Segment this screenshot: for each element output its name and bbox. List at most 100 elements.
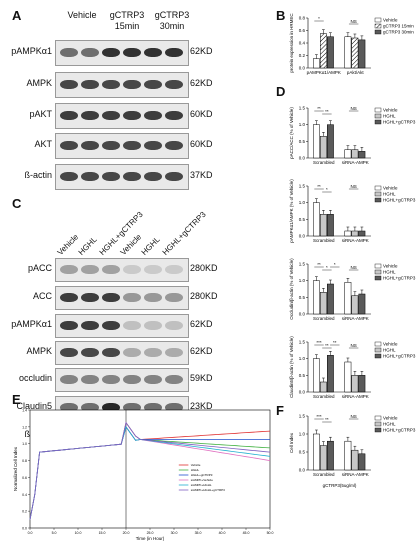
panel-f-letter: F bbox=[276, 403, 284, 418]
y-tick-label: 0.5 bbox=[299, 295, 306, 300]
legend-label: HGHL+gCTRP3 bbox=[383, 198, 416, 203]
y-tick-label: 0.0 bbox=[299, 312, 306, 317]
y-tick-label: 1.5 bbox=[299, 340, 306, 345]
blot-c-kd-label: 62KD bbox=[190, 319, 213, 329]
legend-label: siAMPK+Vehicle bbox=[191, 478, 213, 482]
y-tick-label: 0.2 bbox=[299, 53, 306, 58]
legend-label: HGHL+gCTRP3 bbox=[383, 120, 416, 125]
blot-a-band bbox=[102, 172, 120, 181]
panel-c-letter: C bbox=[12, 196, 22, 211]
legend-label: HGHL bbox=[383, 192, 396, 197]
blot-c-band bbox=[123, 321, 141, 330]
blot-a-kd-label: 62KD bbox=[190, 78, 213, 88]
y-tick-label: 1.0 bbox=[299, 122, 306, 127]
blot-c-band bbox=[144, 348, 162, 357]
blot-a-row-label: AMPK bbox=[26, 78, 52, 88]
panel-e-letter: E bbox=[12, 392, 21, 407]
plot-frame bbox=[29, 409, 271, 529]
bar bbox=[351, 375, 359, 393]
blot-a-kd-label: 62KD bbox=[190, 46, 213, 56]
y-tick-label: 0.8 bbox=[299, 16, 306, 21]
y-tick-label: 0.6 bbox=[22, 476, 27, 480]
blot-a-lane-label: Vehicle bbox=[67, 10, 97, 20]
legend-swatch bbox=[374, 191, 382, 197]
x-tick-label: 40.0 bbox=[219, 531, 226, 535]
blot-c-band bbox=[81, 265, 99, 274]
bar bbox=[320, 381, 327, 393]
legend-swatch bbox=[374, 427, 382, 433]
legend-swatch bbox=[374, 415, 382, 421]
blot-c-band bbox=[144, 293, 162, 302]
blot-a-band bbox=[123, 80, 141, 89]
y-tick-label: 0.8 bbox=[22, 459, 27, 463]
blot-c-band bbox=[123, 265, 141, 274]
y-tick-label: 0.5 bbox=[299, 373, 306, 378]
x-tick-label: 0.0 bbox=[28, 531, 33, 535]
legend-label: HGHL bbox=[191, 468, 200, 472]
y-axis-label: Cell Index bbox=[289, 432, 294, 453]
blot-a-band bbox=[81, 48, 99, 57]
blot-a-band bbox=[81, 111, 99, 120]
blot-a-kd-label: 37KD bbox=[190, 170, 213, 180]
legend-label: Vehicle bbox=[383, 108, 398, 113]
blot-c-band bbox=[81, 375, 99, 384]
legend-swatch bbox=[374, 185, 382, 191]
blot-c-row-label: Claudin5 bbox=[16, 401, 52, 411]
blot-a-row-label: ß-actin bbox=[24, 170, 52, 180]
y-tick-label: 1.0 bbox=[299, 432, 306, 437]
bar bbox=[313, 202, 320, 237]
legend-label: siAMPK+HGHL+gCTRP3 bbox=[191, 488, 225, 492]
blot-c-lane-label: Vehicle bbox=[55, 232, 81, 257]
chart-d4: 0.0 0.5 1.0 1.5 Claudin5/β-actin (% of Vehic… bbox=[289, 336, 416, 399]
significance-label: NS bbox=[351, 265, 357, 270]
blot-c-band bbox=[165, 293, 183, 302]
y-tick-label: 1.5 bbox=[299, 262, 306, 267]
x-tick-label: 35.0 bbox=[195, 531, 202, 535]
legend-label: gCTRP3 30min bbox=[383, 30, 414, 35]
significance-label: NS bbox=[351, 106, 357, 111]
blot-a-band bbox=[165, 172, 183, 181]
blot-a-band bbox=[102, 48, 120, 57]
x-tick-label: 5.0 bbox=[52, 531, 57, 535]
blot-c-band bbox=[81, 403, 99, 412]
panel-b-letter: B bbox=[276, 8, 286, 23]
y-axis-label: Occludin/β-actin (% of Vehicle) bbox=[289, 258, 294, 320]
significance-label: NS bbox=[351, 19, 357, 24]
blot-a-band bbox=[123, 172, 141, 181]
significance-label: * bbox=[334, 262, 336, 267]
bar bbox=[313, 58, 320, 69]
x-tick-label: 15.0 bbox=[99, 531, 106, 535]
blot-a-band bbox=[144, 80, 162, 89]
category-label: Scrambled bbox=[313, 472, 335, 477]
blot-a-band bbox=[81, 80, 99, 89]
bar bbox=[313, 433, 320, 471]
legend-swatch bbox=[374, 29, 382, 35]
panel-d-letter: D bbox=[276, 84, 286, 99]
legend-label: HGHL bbox=[383, 114, 396, 119]
x-axis-label: Time (in Hour) bbox=[136, 536, 165, 541]
blot-a-band-box bbox=[55, 103, 189, 129]
significance-label: NS bbox=[351, 184, 357, 189]
legend-swatch bbox=[374, 113, 382, 119]
legend-swatch bbox=[374, 23, 382, 29]
category-label: siRNA-AMPK bbox=[342, 316, 369, 321]
blot-c-band bbox=[123, 403, 141, 412]
blot-c-band bbox=[144, 375, 162, 384]
legend-swatch bbox=[374, 197, 382, 203]
legend-label: Vehicle bbox=[383, 264, 398, 269]
bar bbox=[358, 453, 366, 471]
y-tick-label: 0.5 bbox=[299, 450, 306, 455]
blot-a-band bbox=[165, 80, 183, 89]
bar bbox=[351, 449, 359, 471]
category-label: siRNA-AMPK bbox=[342, 394, 369, 399]
bar bbox=[313, 358, 320, 393]
blot-c-band-box bbox=[55, 314, 189, 338]
blot-a-band bbox=[144, 48, 162, 57]
significance-label: ** bbox=[325, 417, 329, 422]
blot-a-band bbox=[102, 141, 120, 150]
x-tick-label: 45.0 bbox=[243, 531, 250, 535]
blot-a-band-box bbox=[55, 72, 189, 98]
significance-label: ** bbox=[317, 106, 321, 111]
bar bbox=[344, 440, 352, 471]
blot-c-band-box bbox=[55, 286, 189, 310]
